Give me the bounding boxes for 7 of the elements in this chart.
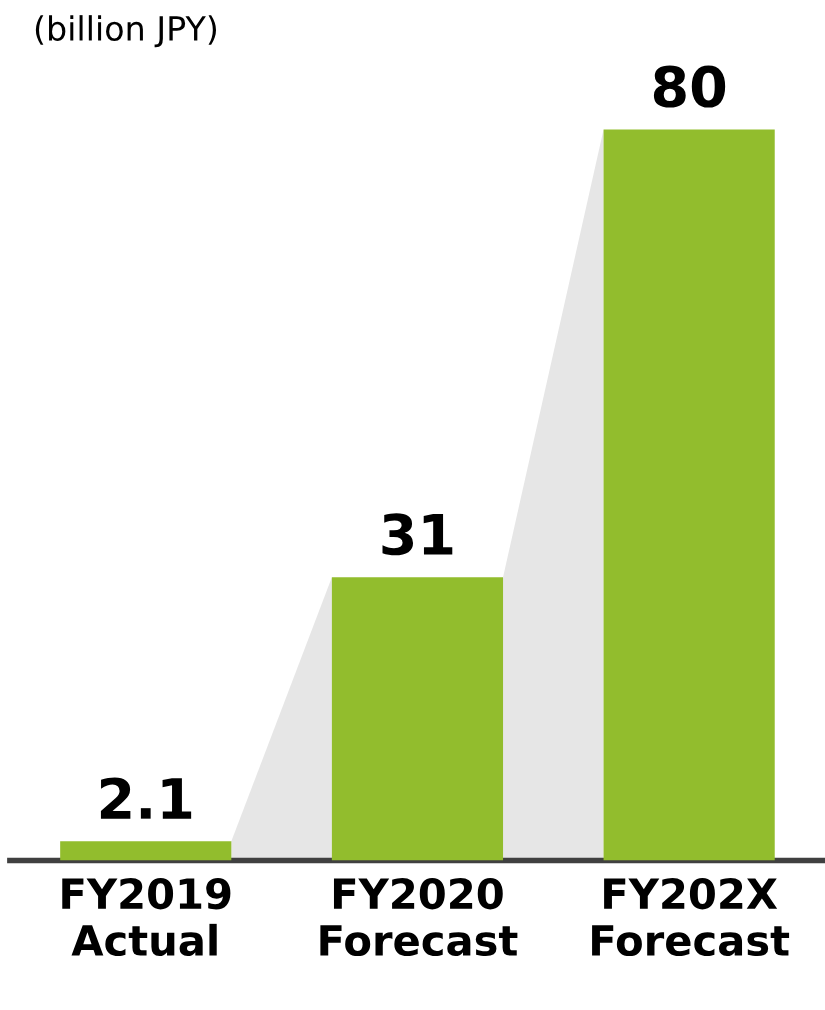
- chart-subtitle: (billion JPY): [35, 15, 217, 48]
- data-label: 31: [382, 513, 453, 556]
- data-label: 80: [653, 65, 726, 108]
- x-tick-label: FY2019 Actual: [62, 877, 231, 957]
- x-tick-label: FY2020 Forecast: [320, 877, 518, 957]
- data-label: 2.1: [100, 777, 192, 819]
- x-tick-label: FY202X Forecast: [592, 877, 790, 957]
